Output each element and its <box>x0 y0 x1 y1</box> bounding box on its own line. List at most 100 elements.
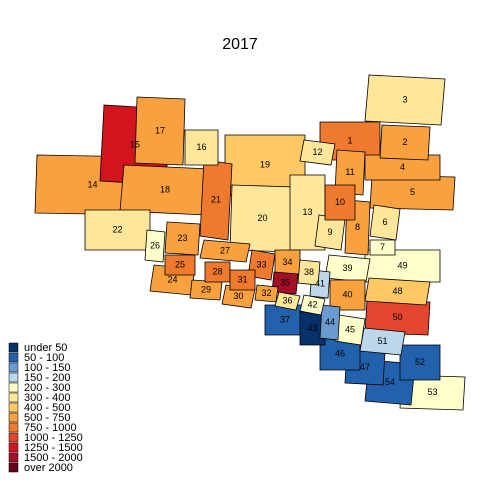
region-label: 20 <box>257 213 267 223</box>
region-label: 12 <box>312 147 322 157</box>
region <box>271 271 299 295</box>
region-label: 10 <box>335 197 345 207</box>
region <box>199 159 233 241</box>
region-label: 38 <box>304 267 314 277</box>
region-label: 34 <box>282 257 292 267</box>
legend-swatch <box>8 342 19 353</box>
region-label: 9 <box>327 227 332 237</box>
region-label: 50 <box>392 312 402 322</box>
region-label: 37 <box>280 314 290 324</box>
region-label: 39 <box>342 263 352 273</box>
legend-swatch <box>8 452 19 463</box>
region <box>399 344 441 381</box>
legend-label: 150 - 200 <box>24 372 70 384</box>
region-label: 18 <box>160 184 170 194</box>
region <box>319 304 341 341</box>
legend-label: 500 - 750 <box>24 412 70 424</box>
region <box>297 259 321 286</box>
region-label: 4 <box>400 162 405 172</box>
region-label: 23 <box>177 233 187 243</box>
region-label: 42 <box>307 299 317 309</box>
region-label: 3 <box>402 94 407 104</box>
region-label: 41 <box>315 278 325 288</box>
region-label: 6 <box>382 217 387 227</box>
legend-swatch <box>8 372 19 383</box>
legend-label: 1500 - 2000 <box>24 452 83 464</box>
region <box>184 129 219 166</box>
region-label: 13 <box>302 207 312 217</box>
region-label: 46 <box>335 348 345 358</box>
region-label: 28 <box>212 266 222 276</box>
legend-label: 1000 - 1250 <box>24 432 83 444</box>
region-label: 44 <box>325 317 335 327</box>
region-label: 8 <box>355 222 360 232</box>
region-label: 53 <box>427 387 437 397</box>
region-label: 54 <box>385 377 395 387</box>
region <box>199 239 251 263</box>
legend-swatch <box>8 392 19 403</box>
region <box>164 221 201 256</box>
legend-label: 50 - 100 <box>24 352 64 364</box>
region-label: 32 <box>261 288 271 298</box>
region <box>299 294 326 316</box>
region-label: 47 <box>360 362 370 372</box>
legend-swatch <box>8 362 19 373</box>
legend-label: 300 - 400 <box>24 392 70 404</box>
region-label: 5 <box>410 187 415 197</box>
map-title: 2017 <box>222 36 258 53</box>
region-label: 1 <box>347 135 352 145</box>
region-label: 19 <box>260 159 270 169</box>
legend-swatch <box>8 432 19 443</box>
region-label: 14 <box>87 179 97 189</box>
legend-label: under 50 <box>24 342 67 354</box>
region-label: 45 <box>345 324 355 334</box>
region-label: 30 <box>233 291 243 301</box>
region-label: 49 <box>397 260 407 270</box>
legend-swatch <box>8 352 19 363</box>
region <box>134 96 186 166</box>
legend-swatch <box>8 382 19 393</box>
region-label: 26 <box>150 240 160 250</box>
legend-swatch <box>8 402 19 413</box>
region-label: 7 <box>380 242 385 252</box>
region <box>329 279 366 311</box>
region-label: 52 <box>415 357 425 367</box>
region <box>324 184 356 221</box>
region-label: 31 <box>237 274 247 284</box>
legend-swatch <box>8 442 19 453</box>
region-label: 40 <box>342 289 352 299</box>
region <box>299 139 336 166</box>
region <box>369 204 401 241</box>
region-label: 15 <box>130 139 140 149</box>
region-label: 16 <box>196 142 206 152</box>
legend-label: 400 - 500 <box>24 402 70 414</box>
region <box>324 254 371 283</box>
legend-swatch <box>8 422 19 433</box>
region <box>229 269 256 291</box>
region <box>369 239 396 256</box>
region-label: 36 <box>282 295 292 305</box>
legend-swatch <box>8 462 19 473</box>
region <box>289 174 326 251</box>
region-label: 48 <box>392 286 402 296</box>
region-label: 24 <box>167 274 177 284</box>
legend-label: 1250 - 1500 <box>24 442 83 454</box>
legend-label: over 2000 <box>24 462 73 474</box>
region <box>379 124 431 161</box>
region-label: 43 <box>307 323 317 333</box>
legend-label: 100 - 150 <box>24 362 70 374</box>
region-label: 35 <box>280 277 290 287</box>
legend-label: 750 - 1000 <box>24 422 77 434</box>
region <box>254 284 279 303</box>
region-label: 11 <box>345 167 354 177</box>
region <box>364 277 431 306</box>
region-label: 17 <box>155 125 165 135</box>
region-label: 33 <box>256 259 266 269</box>
region-label: 22 <box>112 224 122 234</box>
region-label: 27 <box>220 245 230 255</box>
region <box>334 149 366 196</box>
region-label: 29 <box>201 284 211 294</box>
region <box>164 254 196 276</box>
